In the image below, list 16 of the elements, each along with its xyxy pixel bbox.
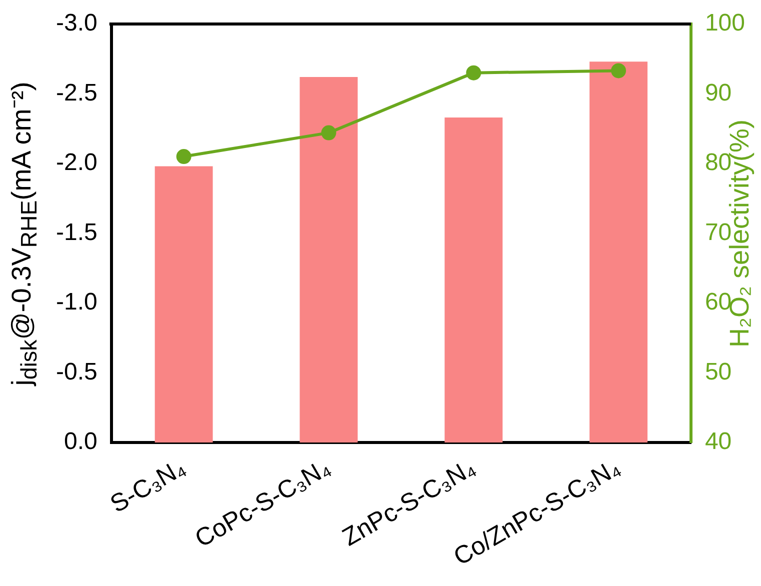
y-tick-label: -2.5	[56, 79, 98, 106]
point	[176, 149, 192, 164]
y-tick-label: -2.0	[56, 149, 98, 176]
y2-tick-label: 70	[704, 218, 732, 246]
point	[611, 63, 626, 78]
y2-tick-label: 50	[704, 358, 732, 386]
y-tick-label: 0.0	[64, 428, 98, 456]
y-tick-label: -1.0	[56, 288, 98, 316]
y-tick-label: -0.5	[56, 358, 98, 386]
y-tick-label: -3.0	[56, 10, 98, 37]
y2-tick-label: 90	[704, 79, 732, 106]
y2-tick-label: 40	[704, 428, 732, 456]
point	[466, 65, 482, 80]
y-tick-label: -1.5	[56, 218, 98, 246]
y2-tick-label: 100	[704, 10, 746, 37]
point	[321, 125, 336, 140]
